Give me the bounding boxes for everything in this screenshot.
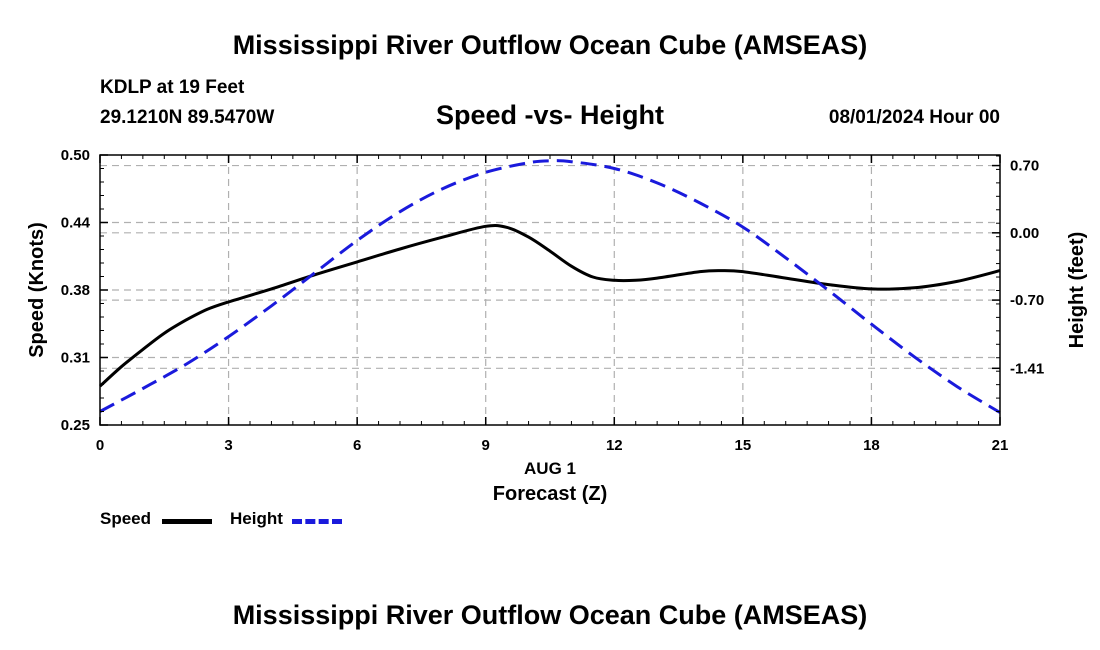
legend-speed-label: Speed: [100, 509, 152, 528]
series-height-line: [99, 159, 1001, 414]
x-date-label: AUG 1: [524, 459, 576, 478]
y-left-tick-label: 0.38: [61, 282, 90, 299]
legend-speed-swatch: [162, 519, 212, 524]
forecast-datetime: 08/01/2024 Hour 00: [828, 107, 1000, 128]
y-right-tick-label: 0.00: [1010, 225, 1039, 242]
legend-height-label: Height: [230, 509, 283, 528]
y-right-tick-label: -1.41: [1010, 360, 1044, 377]
station-label: KDLP at 19 Feet: [100, 77, 245, 98]
tick-layer: [99, 154, 1001, 426]
x-tick-label: 15: [735, 437, 752, 454]
y-right-tick-label: -0.70: [1010, 292, 1044, 309]
legend-height-swatch: [292, 519, 342, 524]
station-coordinates: 29.1210N 89.5470W: [100, 107, 275, 128]
series-layer: [99, 159, 1001, 414]
chart-main-title: Mississippi River Outflow Ocean Cube (AM…: [232, 30, 868, 60]
y-axis-label-right: Height (feet): [1066, 232, 1088, 349]
chart-subtitle: Speed -vs- Height: [435, 100, 665, 130]
x-tick-label: 21: [992, 437, 1009, 454]
y-left-tick-label: 0.44: [61, 215, 91, 232]
tick-labels: 0 3 6 9 12 15 18 21 0.25 0.31 0.38 0.44 0.50 0.70 0.00…: [61, 147, 1044, 454]
y-left-tick-label: 0.25: [61, 417, 90, 434]
y-left-tick-label: 0.50: [61, 147, 90, 164]
x-tick-label: 3: [224, 437, 232, 454]
x-tick-label: 12: [606, 437, 623, 454]
x-tick-label: 9: [482, 437, 490, 454]
x-tick-label: 18: [863, 437, 880, 454]
footer-title: Mississippi River Outflow Ocean Cube (AM…: [232, 600, 868, 630]
y-right-tick-label: 0.70: [1010, 158, 1039, 175]
x-tick-label: 0: [96, 437, 104, 454]
series-speed-line: [99, 223, 1001, 388]
x-tick-label: 6: [353, 437, 361, 454]
y-left-tick-label: 0.31: [61, 350, 90, 367]
x-axis-label: Forecast (Z): [493, 483, 607, 505]
y-axis-label-left: Speed (Knots): [26, 222, 48, 358]
